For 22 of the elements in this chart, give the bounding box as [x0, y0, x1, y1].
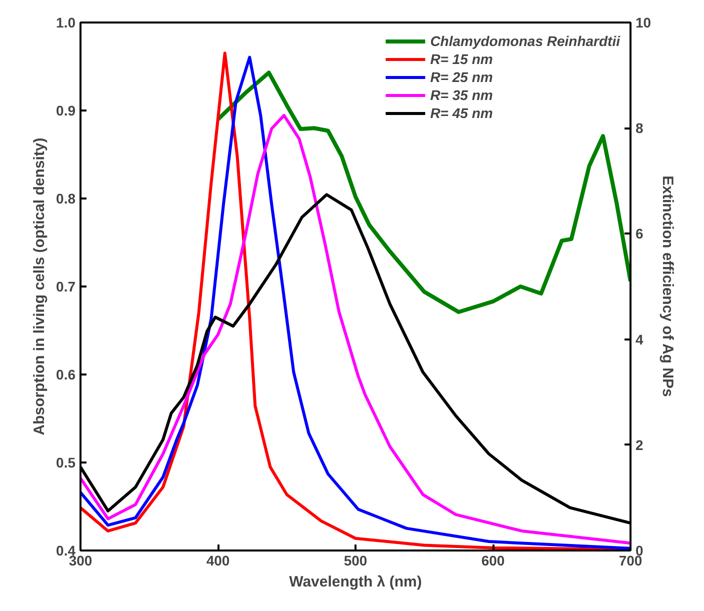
x-tick-label: 500 [344, 552, 368, 568]
x-tick-label: 600 [481, 552, 505, 568]
y-tick-label: 1.0 [56, 14, 76, 30]
y2-axis-title: Extinction efficiency of Ag NPs [659, 176, 676, 397]
y2-tick-label: 10 [636, 14, 652, 30]
legend-label: R= 15 nm [430, 50, 493, 68]
y-tick-label: 0.6 [56, 366, 76, 382]
y2-tick-label: 4 [636, 331, 644, 348]
y2-tick-label: 8 [636, 120, 644, 136]
y-tick-label: 0.8 [56, 190, 76, 206]
legend-label: R= 35 nm [430, 86, 493, 104]
x-axis-title: Wavelength λ (nm) [289, 574, 422, 590]
y-tick-label: 0.9 [56, 102, 76, 118]
y-tick-label: 0.5 [56, 454, 76, 470]
y2-tick-label: 6 [636, 226, 644, 242]
legend-label: Chlamydomonas Reinhardtii [430, 32, 620, 50]
y-tick-label: 0.7 [56, 278, 76, 294]
legend-label: R= 45 nm [430, 104, 493, 122]
y2-tick-label: 2 [636, 436, 644, 453]
y-axis-title: Absorption in living cells (optical density) [31, 138, 48, 436]
legend-label: R= 25 nm [430, 68, 493, 86]
x-tick-label: 400 [206, 552, 230, 568]
